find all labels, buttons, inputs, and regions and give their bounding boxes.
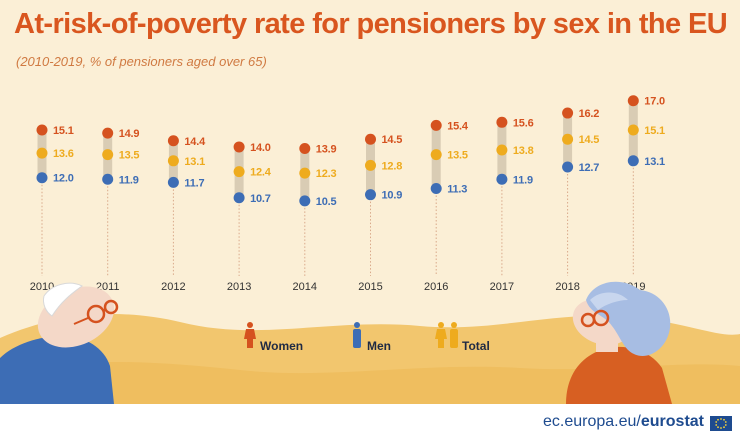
data-label-total: 13.1	[184, 156, 205, 168]
chart-title: At-risk-of-poverty rate for pensioners b…	[14, 8, 728, 40]
woman-pensioner-illustration	[566, 281, 672, 404]
man-pensioner-illustration	[0, 282, 119, 404]
data-label-total: 12.4	[250, 167, 272, 179]
point-women	[36, 124, 48, 136]
point-total	[365, 159, 376, 171]
point-total	[299, 167, 311, 179]
point-women	[102, 127, 114, 139]
legend-label-women: Women	[260, 339, 303, 353]
point-women	[430, 119, 442, 131]
legend-label-men: Men	[367, 339, 391, 353]
point-total	[496, 144, 508, 156]
data-label-men: 11.7	[184, 177, 204, 189]
point-women	[365, 133, 376, 145]
data-label-women: 17.0	[644, 96, 665, 108]
man-icon	[353, 322, 361, 348]
data-label-total: 14.5	[579, 134, 600, 146]
point-men	[430, 183, 442, 195]
background-hills-front	[0, 361, 740, 404]
chart-subtitle: (2010-2019, % of pensioners aged over 65…	[16, 54, 267, 69]
data-label-men: 10.9	[382, 190, 403, 202]
woman-icon	[244, 322, 256, 348]
point-men	[496, 173, 508, 185]
data-label-total: 12.8	[382, 160, 403, 172]
point-men	[167, 176, 179, 188]
point-total	[233, 166, 245, 178]
legend: Women Men Total	[244, 322, 490, 353]
point-women	[233, 141, 245, 153]
data-label-women: 13.9	[316, 143, 337, 155]
point-men	[233, 192, 245, 204]
year-tick-label: 2010	[30, 281, 54, 293]
data-label-men: 13.1	[644, 156, 665, 168]
year-tick-label: 2017	[490, 281, 514, 293]
data-label-men: 12.0	[53, 173, 74, 185]
data-label-women: 14.4	[184, 136, 206, 148]
point-men	[102, 173, 114, 185]
data-label-women: 15.6	[513, 117, 534, 129]
data-label-total: 13.6	[53, 148, 74, 160]
data-label-women: 14.9	[119, 128, 140, 140]
data-label-total: 13.5	[119, 150, 140, 162]
point-men	[36, 172, 48, 184]
data-label-women: 14.0	[250, 142, 271, 154]
data-label-men: 11.9	[119, 174, 139, 186]
chart-marks: 15.113.612.0201014.913.511.9201114.413.1…	[30, 95, 665, 293]
point-women	[562, 107, 574, 119]
data-label-men: 12.7	[579, 162, 600, 174]
data-label-men: 10.5	[316, 196, 337, 208]
data-label-women: 16.2	[579, 108, 600, 120]
point-total	[102, 149, 114, 161]
data-label-women: 14.5	[382, 134, 403, 146]
year-tick-label: 2016	[424, 281, 448, 293]
eu-flag-icon	[710, 416, 732, 431]
data-label-men: 11.3	[447, 184, 467, 196]
point-women	[167, 135, 179, 147]
point-women	[627, 95, 639, 107]
year-tick-label: 2014	[293, 281, 317, 293]
data-label-men: 10.7	[250, 193, 271, 205]
point-men	[562, 161, 574, 173]
data-label-total: 13.8	[513, 145, 534, 157]
year-tick-label: 2018	[555, 281, 579, 293]
data-label-women: 15.4	[447, 120, 469, 132]
footer: ec.europa.eu/eurostat	[0, 404, 740, 437]
point-women	[299, 142, 311, 154]
chart-canvas: 15.113.612.0201014.913.511.9201114.413.1…	[0, 95, 740, 404]
source-link[interactable]: ec.europa.eu/eurostat	[543, 413, 704, 431]
data-label-men: 11.9	[513, 174, 533, 186]
data-label-total: 13.5	[447, 150, 468, 162]
couple-icon	[435, 322, 458, 348]
point-total	[627, 124, 639, 136]
point-total	[36, 147, 48, 159]
point-men	[365, 189, 376, 201]
legend-label-total: Total	[462, 339, 490, 353]
point-total	[430, 149, 442, 161]
data-label-women: 15.1	[53, 125, 74, 137]
year-tick-label: 2012	[161, 281, 185, 293]
point-total	[167, 155, 179, 167]
footer-domain: ec.europa.eu/	[543, 413, 641, 430]
data-label-total: 15.1	[644, 125, 665, 137]
year-tick-label: 2013	[227, 281, 251, 293]
point-total	[562, 133, 574, 145]
point-men	[299, 195, 311, 207]
point-women	[496, 116, 508, 128]
footer-brand: eurostat	[640, 413, 704, 430]
data-label-total: 12.3	[316, 168, 337, 180]
year-tick-label: 2015	[358, 281, 382, 293]
point-men	[627, 155, 639, 167]
